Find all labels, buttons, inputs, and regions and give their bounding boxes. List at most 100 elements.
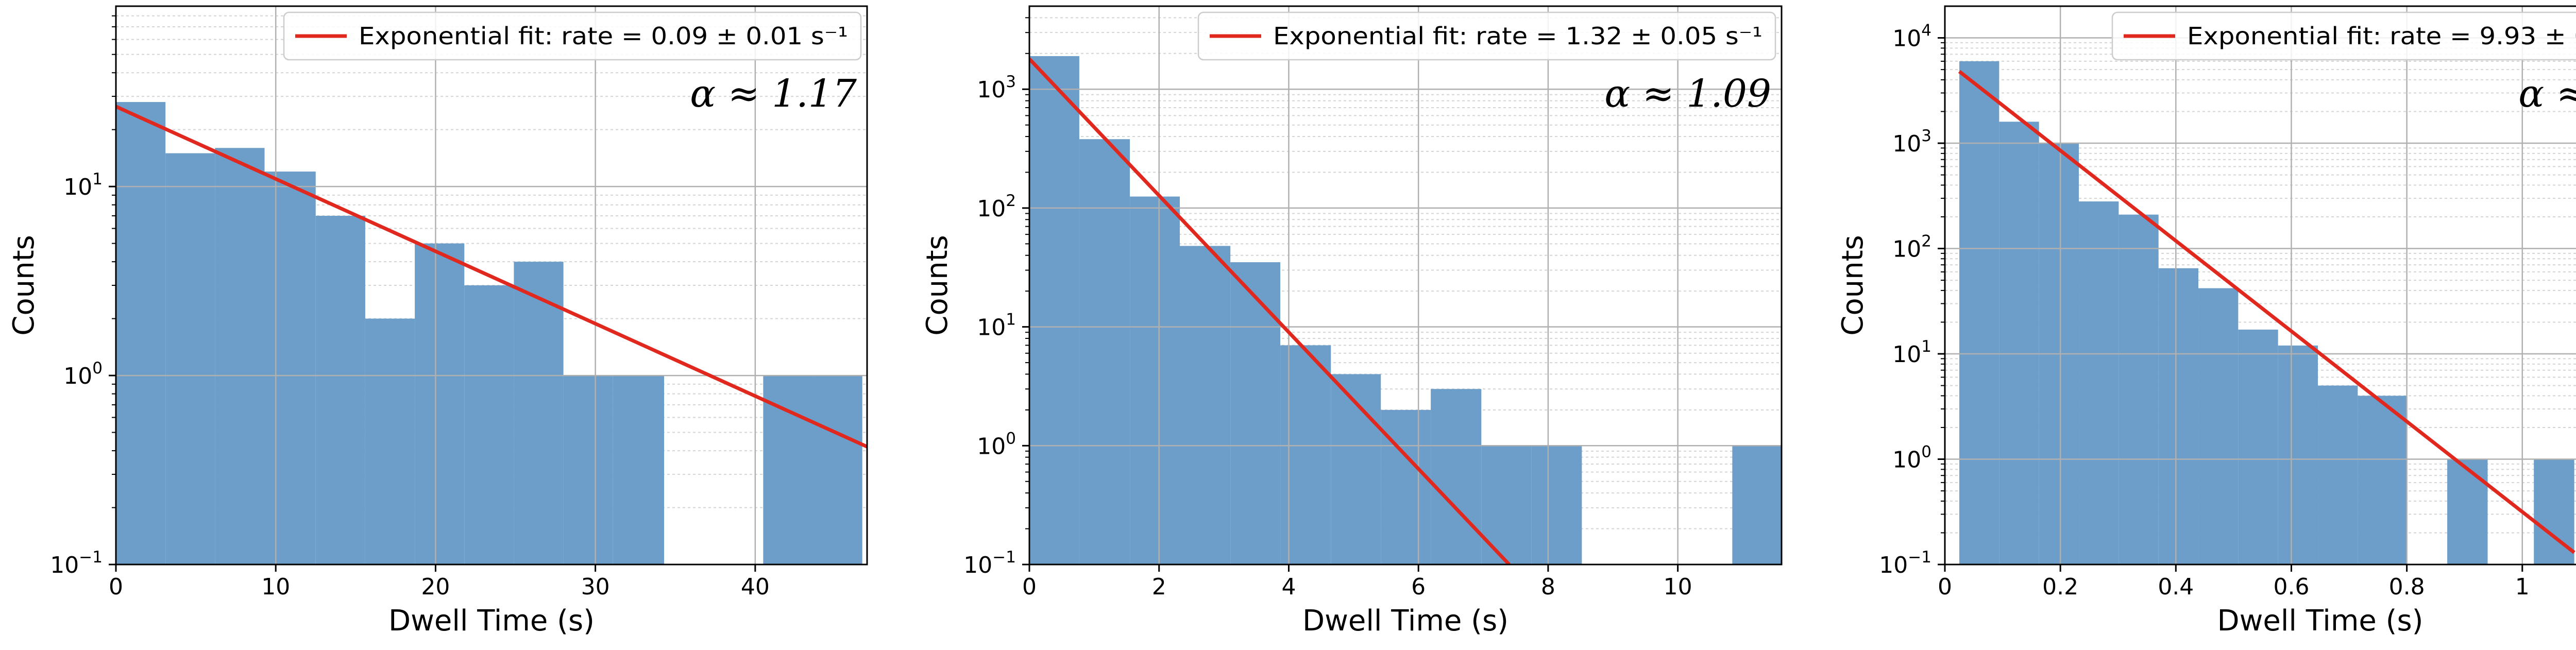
legend-label: Exponential fit: rate = 9.93 ± 0.76 s⁻¹ [2187, 22, 2576, 50]
x-tick-label: 6 [1411, 574, 1426, 600]
y-tick-label: 102 [1892, 232, 1931, 263]
histogram-bar [315, 215, 365, 565]
histogram-bar [2278, 345, 2318, 565]
x-tick-label: 1 [2515, 574, 2530, 600]
histogram-bars [1029, 56, 1783, 565]
histogram-bar [1130, 196, 1180, 565]
histogram-bars [116, 102, 862, 565]
x-tick-label: 0.6 [2273, 574, 2309, 600]
chart-panel-1: 0 10 20 30 40 10−1 100 101 Dwell Time (s) Counts E… [7, 5, 868, 638]
histogram-bar [1230, 262, 1281, 565]
y-tick-label: 102 [977, 192, 1016, 222]
legend-label: Exponential fit: rate = 0.09 ± 0.01 s⁻¹ [359, 22, 848, 50]
legend: Exponential fit: rate = 1.32 ± 0.05 s⁻¹ [1197, 11, 1776, 61]
histogram-bar [215, 148, 265, 565]
y-tick-label: 100 [1892, 443, 1931, 473]
y-ticks: 10−1 100 101 [50, 15, 116, 578]
histogram-bar [1732, 446, 1783, 565]
legend: Exponential fit: rate = 0.09 ± 0.01 s⁻¹ [283, 11, 862, 61]
histogram-bar [2447, 459, 2488, 565]
histogram-bar [1280, 345, 1331, 565]
fit-line [116, 105, 867, 449]
x-tick-label: 0 [1022, 574, 1037, 600]
x-ticks: 0 10 20 30 40 [109, 565, 770, 600]
histogram-bar [1079, 139, 1130, 565]
x-tick-label: 8 [1541, 574, 1555, 600]
x-tick-label: 0.4 [2158, 574, 2194, 600]
histogram-bar [812, 375, 862, 565]
y-axis-label: Counts [1836, 235, 1870, 335]
x-axis-label: Dwell Time (s) [1302, 604, 1509, 638]
y-tick-label: 104 [1892, 22, 1931, 52]
x-ticks: 00.20.40.60.811.2 [1938, 565, 2530, 600]
chart-panel-2: 0 2 4 6 8 10 10−1 100 101 102 103 Dwell Time (s) Cou… [921, 5, 1783, 638]
x-tick-label: 10 [1664, 574, 1692, 600]
alpha-annotation: α ≈ 1.06 [2518, 72, 2576, 116]
axes-frame [1028, 5, 1783, 566]
legend-box [1197, 11, 1776, 61]
histogram-bar [116, 102, 166, 565]
x-tick-label: 0 [1938, 574, 1952, 600]
y-ticks: 10−1 100 101 102 103 104 [1879, 22, 1945, 578]
y-tick-label: 101 [63, 170, 103, 200]
x-tick-label: 10 [261, 574, 290, 600]
histogram-bar [763, 375, 813, 565]
histogram-bar [1029, 56, 1079, 565]
x-tick-label: 0.2 [2042, 574, 2078, 600]
fit-line [1029, 57, 1511, 565]
x-tick-label: 0.8 [2389, 574, 2425, 600]
histogram-bar [563, 375, 613, 565]
histogram-bar [2158, 268, 2199, 565]
histogram-bar [1381, 409, 1431, 565]
histogram-bar [1531, 446, 1582, 565]
x-axis-label: Dwell Time (s) [2217, 604, 2423, 638]
histogram-bar [365, 318, 415, 565]
histogram-bar [2358, 396, 2407, 565]
x-tick-label: 20 [421, 574, 450, 600]
alpha-annotation: α ≈ 1.17 [690, 72, 857, 116]
histogram-bar [1180, 246, 1231, 565]
y-tick-label: 101 [1892, 337, 1931, 368]
legend-label: Exponential fit: rate = 1.32 ± 0.05 s⁻¹ [1273, 22, 1762, 50]
histogram-bar [613, 375, 665, 565]
histogram-bar [2238, 329, 2278, 565]
y-tick-label: 10−1 [1879, 548, 1931, 578]
x-ticks: 0 2 4 6 8 10 [1022, 565, 1692, 600]
fit-line [1958, 70, 2575, 554]
x-tick-label: 30 [581, 574, 610, 600]
x-tick-label: 4 [1281, 574, 1296, 600]
legend: Exponential fit: rate = 9.93 ± 0.76 s⁻¹ [2111, 11, 2576, 61]
histogram-bar [264, 172, 316, 565]
legend-box [2111, 11, 2576, 61]
histogram-bar [1959, 61, 1999, 565]
histogram-bar [1481, 446, 1532, 565]
histogram-bar [1431, 389, 1482, 565]
histogram-bar [2079, 201, 2119, 565]
y-tick-label: 103 [977, 73, 1016, 103]
y-tick-label: 101 [977, 311, 1016, 341]
histogram-bar [415, 243, 465, 565]
chart-panel-3: 00.20.40.60.811.210−1100101102103104Dwel… [1836, 5, 2576, 638]
histogram-bar [2119, 214, 2159, 565]
legend-box [283, 11, 862, 61]
y-axis-label: Counts [7, 235, 41, 335]
y-tick-label: 100 [977, 429, 1016, 459]
histogram-bar [1331, 374, 1381, 565]
y-tick-label: 10−1 [963, 548, 1016, 578]
x-tick-label: 40 [741, 574, 770, 600]
histogram-bar [1999, 122, 2039, 565]
y-ticks: 10−1 100 101 102 103 [963, 17, 1029, 578]
histogram-bar [464, 285, 514, 565]
y-tick-label: 103 [1892, 127, 1931, 157]
histogram-bar [2198, 288, 2239, 565]
x-axis-label: Dwell Time (s) [388, 604, 595, 638]
y-axis-label: Counts [921, 235, 954, 335]
x-tick-label: 2 [1152, 574, 1166, 600]
histogram-bar [2318, 385, 2358, 565]
histogram-bars [1959, 61, 2574, 565]
histogram-bar [165, 153, 215, 565]
y-tick-label: 10−1 [50, 548, 103, 578]
axes-frame [1944, 5, 2576, 566]
histogram-bar [514, 262, 564, 565]
